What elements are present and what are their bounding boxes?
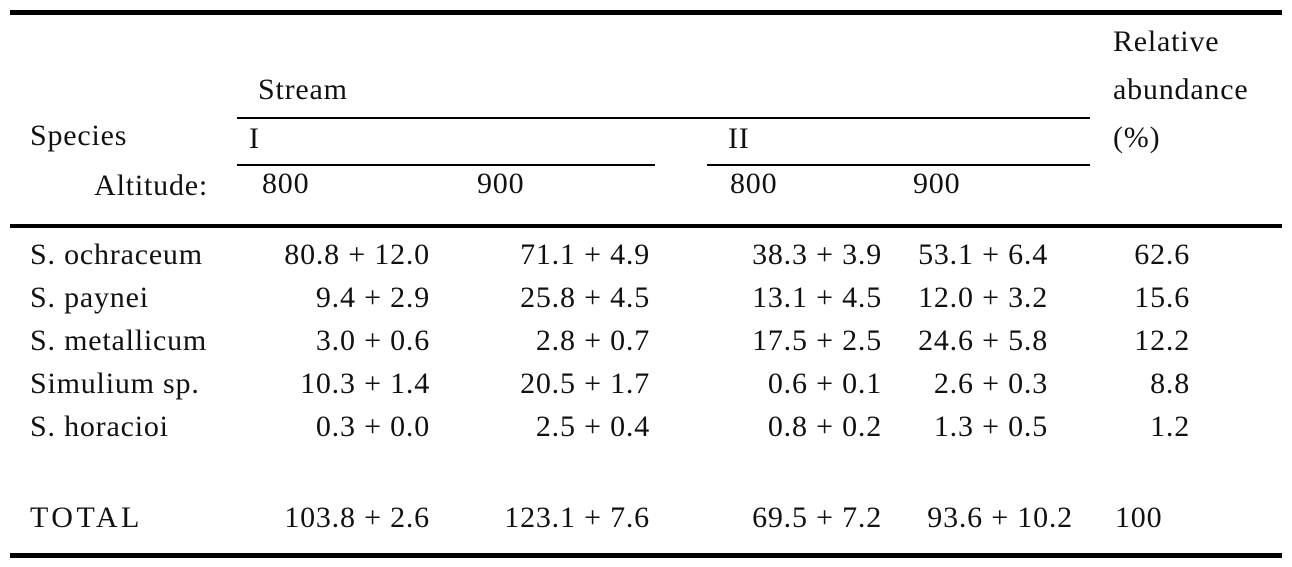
bottom-rule bbox=[10, 553, 1282, 558]
stream-i-header: I bbox=[249, 122, 260, 155]
value-cell-i800: 0.3 + 0.0 bbox=[315, 410, 430, 443]
value-cell-ii900: 12.0 + 3.2 bbox=[918, 281, 1048, 314]
value-cell-ii800: 69.5 + 7.2 bbox=[752, 501, 882, 534]
value-cell-ii900: 53.1 + 6.4 bbox=[918, 238, 1048, 271]
species-cell: S. ochraceum bbox=[30, 238, 203, 271]
value-cell-i900: 71.1 + 4.9 bbox=[520, 238, 650, 271]
altitude-i-900-header: 900 bbox=[477, 167, 525, 200]
relative-abundance-cell: 15.6 bbox=[1134, 281, 1190, 314]
stream-header: Stream bbox=[258, 73, 348, 106]
table-row: Simulium sp. 10.3 + 1.4 20.5 + 1.7 0.6 + 0.… bbox=[0, 366, 1292, 402]
species-cell: S. metallicum bbox=[30, 324, 208, 357]
stream-i-span-rule bbox=[237, 164, 655, 166]
species-cell: S. horacioi bbox=[30, 410, 169, 443]
top-rule bbox=[10, 10, 1282, 15]
species-cell: S. paynei bbox=[30, 281, 149, 314]
value-cell-i800: 9.4 + 2.9 bbox=[315, 281, 430, 314]
table-row: S. metallicum 3.0 + 0.6 2.8 + 0.7 17.5 + 2.… bbox=[0, 323, 1292, 359]
relative-abundance-cell: 1.2 bbox=[1150, 410, 1190, 443]
value-cell-i900: 2.8 + 0.7 bbox=[535, 324, 650, 357]
value-cell-ii900: 2.6 + 0.3 bbox=[933, 367, 1048, 400]
value-cell-i900: 20.5 + 1.7 bbox=[520, 367, 650, 400]
species-header: Species bbox=[30, 119, 128, 152]
table-row: S. ochraceum 80.8 + 12.0 71.1 + 4.9 38.3 + … bbox=[0, 237, 1292, 273]
altitude-header: Altitude: bbox=[94, 169, 208, 202]
stream-ii-span-rule bbox=[707, 164, 1090, 166]
table-row: S. paynei 9.4 + 2.9 25.8 + 4.5 13.1 + 4.5 12… bbox=[0, 280, 1292, 316]
stream-span-rule bbox=[237, 117, 1090, 119]
relative-abundance-cell: 8.8 bbox=[1150, 367, 1190, 400]
value-cell-i800: 80.8 + 12.0 bbox=[284, 238, 430, 271]
value-cell-ii900: 24.6 + 5.8 bbox=[918, 324, 1048, 357]
value-cell-i800: 3.0 + 0.6 bbox=[315, 324, 430, 357]
value-cell-ii900: 93.6 + 10.2 bbox=[927, 501, 1073, 534]
stream-ii-header: II bbox=[728, 122, 750, 155]
value-cell-i800: 103.8 + 2.6 bbox=[284, 501, 430, 534]
value-cell-ii800: 0.6 + 0.1 bbox=[767, 367, 882, 400]
value-cell-ii800: 17.5 + 2.5 bbox=[752, 324, 882, 357]
value-cell-ii800: 13.1 + 4.5 bbox=[752, 281, 882, 314]
relative-abundance-cell: 100 bbox=[1115, 501, 1163, 534]
altitude-i-800-header: 800 bbox=[262, 167, 310, 200]
species-cell: TOTAL bbox=[30, 501, 143, 534]
value-cell-i900: 2.5 + 0.4 bbox=[535, 410, 650, 443]
value-cell-ii800: 0.8 + 0.2 bbox=[767, 410, 882, 443]
relative-abundance-header: Relative abundance (%) bbox=[1113, 25, 1249, 154]
total-row: TOTAL 103.8 + 2.6 123.1 + 7.6 69.5 + 7.2 93.… bbox=[0, 500, 1292, 536]
table-row: S. horacioi 0.3 + 0.0 2.5 + 0.4 0.8 + 0.2 1.… bbox=[0, 409, 1292, 445]
relative-abundance-cell: 62.6 bbox=[1134, 238, 1190, 271]
species-cell: Simulium sp. bbox=[30, 367, 200, 400]
value-cell-i900: 25.8 + 4.5 bbox=[520, 281, 650, 314]
relative-abundance-cell: 12.2 bbox=[1134, 324, 1190, 357]
value-cell-ii800: 38.3 + 3.9 bbox=[752, 238, 882, 271]
value-cell-ii900: 1.3 + 0.5 bbox=[933, 410, 1048, 443]
value-cell-i800: 10.3 + 1.4 bbox=[300, 367, 430, 400]
altitude-ii-900-header: 900 bbox=[913, 167, 961, 200]
header-bottom-rule bbox=[10, 224, 1282, 228]
altitude-ii-800-header: 800 bbox=[730, 167, 778, 200]
value-cell-i900: 123.1 + 7.6 bbox=[504, 501, 650, 534]
